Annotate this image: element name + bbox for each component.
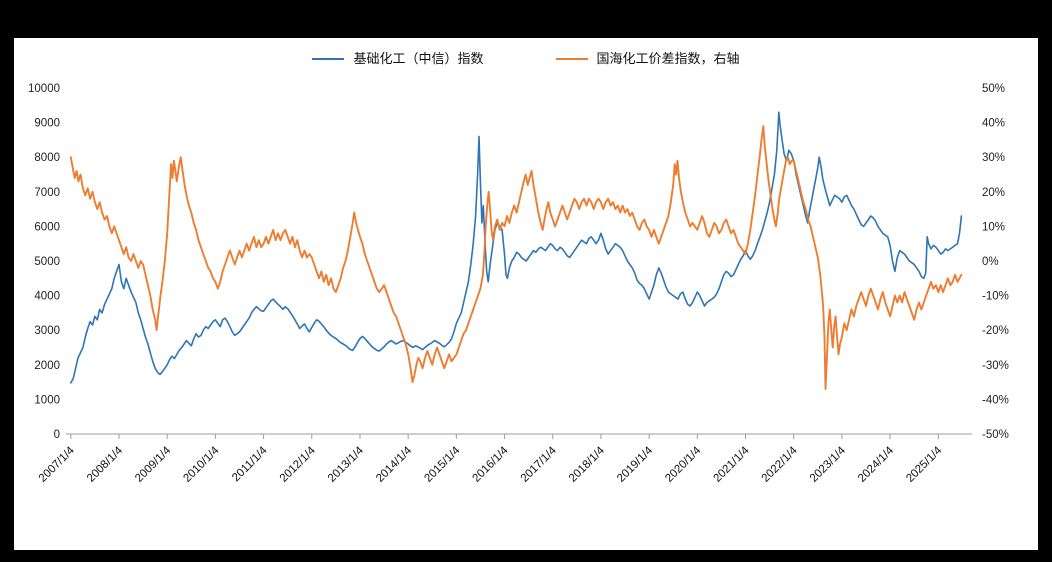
x-axis-label: 2020/1/4 <box>663 444 704 485</box>
x-axis-label: 2007/1/4 <box>37 444 78 485</box>
legend-item-spread-index: 国海化工价差指数，右轴 <box>555 50 740 68</box>
y-axis-left-label: 1000 <box>34 394 60 406</box>
x-axis-label: 2022/1/4 <box>760 444 801 485</box>
x-axis-label: 2023/1/4 <box>808 444 849 485</box>
legend-line-blue-icon <box>312 57 345 61</box>
y-axis-right-label: -40% <box>982 394 1009 406</box>
x-axis-label: 2011/1/4 <box>230 444 270 484</box>
y-axis-left-label: 3000 <box>34 325 60 337</box>
x-axis-label: 2017/1/4 <box>519 444 560 485</box>
x-axis-label: 2014/1/4 <box>374 444 415 485</box>
x-axis-label: 2019/1/4 <box>615 444 656 485</box>
y-axis-left-label: 0 <box>54 429 60 441</box>
legend-line-orange-icon <box>555 57 588 61</box>
chart-legend: 基础化工（中信）指数 国海化工价差指数，右轴 <box>14 50 1038 68</box>
citic-basic-chemical-index-line <box>70 111 963 384</box>
y-axis-right-label: 50% <box>982 83 1005 95</box>
x-axis-label: 2021/1/4 <box>711 444 752 485</box>
y-axis-right-label: -50% <box>982 429 1009 441</box>
y-axis-left-label: 9000 <box>34 118 60 130</box>
y-axis-left-label: 4000 <box>34 291 60 303</box>
legend-item-citic-index: 基础化工（中信）指数 <box>312 50 484 68</box>
y-axis-left-label: 7000 <box>34 187 60 199</box>
x-axis-label: 2015/1/4 <box>422 444 463 485</box>
guohai-chemical-price-spread-index-line <box>69 125 963 390</box>
y-axis-left-label: 8000 <box>34 152 60 164</box>
x-axis-label: 2010/1/4 <box>181 444 222 485</box>
x-axis-label: 2018/1/4 <box>567 444 608 485</box>
y-axis-right-label: -10% <box>982 291 1009 303</box>
chart-panel: 基础化工（中信）指数 国海化工价差指数，右轴 10000 9000 8000 7000… <box>14 38 1038 550</box>
y-axis-right-label: -20% <box>982 325 1009 337</box>
y-axis-left-label: 2000 <box>34 360 60 372</box>
y-axis-left-label: 6000 <box>34 221 60 233</box>
y-axis-right-label: -30% <box>982 360 1009 372</box>
y-axis-right-label: 20% <box>982 187 1005 199</box>
line-chart: 1000090008000700060005000400030002000100… <box>28 83 1009 485</box>
legend-label-spread-index: 国海化工价差指数，右轴 <box>596 51 740 66</box>
x-axis-label: 2012/1/4 <box>278 444 319 485</box>
x-axis-label: 2024/1/4 <box>856 444 897 485</box>
y-axis-left-label: 10000 <box>28 83 60 95</box>
y-axis-right-label: 40% <box>982 118 1005 130</box>
y-axis-left-label: 5000 <box>34 256 60 268</box>
y-axis-right-label: 30% <box>982 152 1005 164</box>
x-axis-label: 2008/1/4 <box>85 444 126 485</box>
legend-label-citic-index: 基础化工（中信）指数 <box>353 51 484 66</box>
y-axis-right-label: 10% <box>982 221 1005 233</box>
x-axis-label: 2013/1/4 <box>326 444 367 485</box>
x-axis-label: 2009/1/4 <box>133 444 174 485</box>
x-axis-label: 2016/1/4 <box>471 444 512 485</box>
x-axis-label: 2025/1/4 <box>904 444 945 485</box>
y-axis-right-label: 0% <box>982 256 999 268</box>
